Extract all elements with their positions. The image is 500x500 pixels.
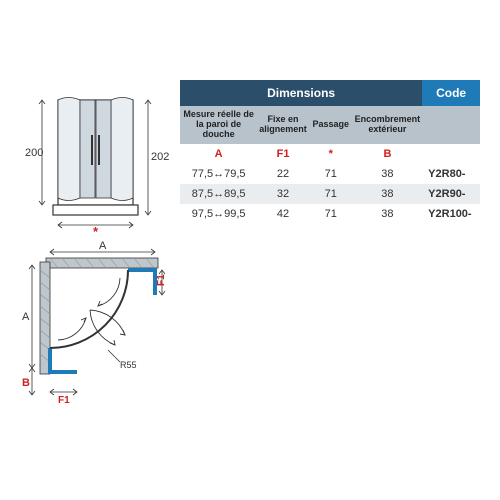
header-dimensions: Dimensions — [180, 80, 422, 106]
plan-b: B — [22, 377, 30, 389]
subhdr-fixe: Fixe en alignement — [257, 106, 309, 144]
r2-measure: 97,5↔99,5 — [180, 204, 257, 224]
subhdr-enc: Encombrement extérieur — [353, 106, 423, 144]
r2-code: Y2R100- — [422, 204, 480, 224]
plan-diagram: A A B — [20, 240, 170, 405]
r2-f1: 42 — [257, 204, 309, 224]
bottom-asterisk: * — [93, 224, 99, 239]
plan-left-a: A — [22, 311, 30, 323]
height-left-label: 200 — [25, 147, 43, 159]
subhdr-measure: Mesure réelle de la paroi de douche — [180, 106, 257, 144]
dimensions-table: Dimensions Code Mesure réelle de la paro… — [180, 80, 480, 224]
plan-f1-bottom: F1 — [58, 395, 70, 405]
r0-f1: 22 — [257, 164, 309, 184]
header-code: Code — [422, 80, 480, 106]
plan-top-a: A — [99, 240, 107, 252]
plan-f1-right: F1 — [156, 274, 167, 286]
letter-b: B — [353, 144, 423, 164]
letter-star: * — [309, 144, 353, 164]
r0-enc: 38 — [353, 164, 423, 184]
r1-measure: 87,5↔89,5 — [180, 184, 257, 204]
r1-passage: 71 — [309, 184, 353, 204]
plan-radius: R55 — [120, 360, 137, 370]
letter-f1: F1 — [257, 144, 309, 164]
r1-code: Y2R90- — [422, 184, 480, 204]
r2-passage: 71 — [309, 204, 353, 224]
r2-enc: 38 — [353, 204, 423, 224]
r1-f1: 32 — [257, 184, 309, 204]
subhdr-passage: Passage — [309, 106, 353, 144]
r0-measure: 77,5↔79,5 — [180, 164, 257, 184]
letter-a: A — [180, 144, 257, 164]
front-elevation-diagram: 200 202 * — [20, 80, 170, 240]
r0-passage: 71 — [309, 164, 353, 184]
height-right-label: 202 — [151, 151, 169, 163]
r0-code: Y2R80- — [422, 164, 480, 184]
r1-enc: 38 — [353, 184, 423, 204]
